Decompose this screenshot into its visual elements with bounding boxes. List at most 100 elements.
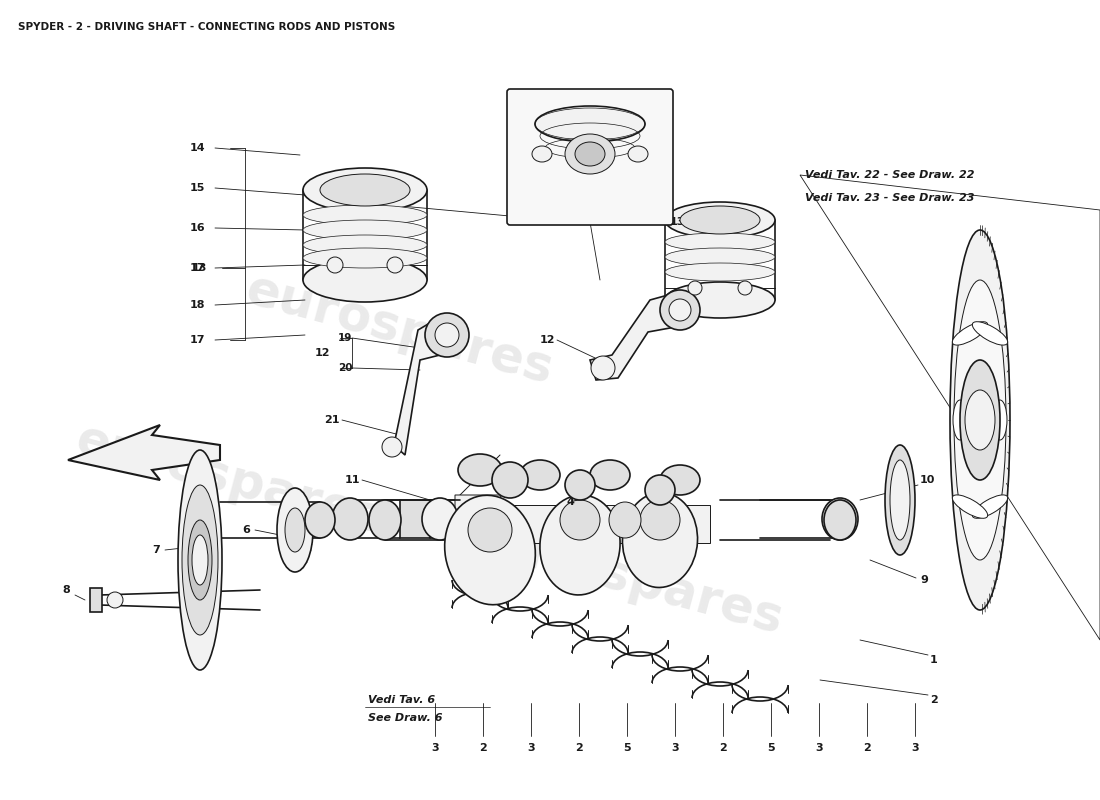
Ellipse shape [953,495,988,518]
Ellipse shape [890,460,910,540]
Ellipse shape [425,313,469,357]
Ellipse shape [302,248,427,268]
Ellipse shape [368,500,402,540]
Ellipse shape [458,454,502,486]
Ellipse shape [434,323,459,347]
Ellipse shape [822,498,858,540]
Ellipse shape [590,460,630,490]
Polygon shape [650,505,710,543]
Ellipse shape [178,450,222,670]
Ellipse shape [565,134,615,174]
Ellipse shape [953,400,967,440]
Text: 12: 12 [315,348,330,358]
Ellipse shape [623,493,697,587]
Text: Vedi Tav. 22 - See Draw. 22: Vedi Tav. 22 - See Draw. 22 [805,170,975,180]
Ellipse shape [824,500,856,540]
Ellipse shape [972,495,1008,518]
Text: 21: 21 [324,415,340,425]
Text: eurospares: eurospares [72,416,389,544]
Text: 3: 3 [527,743,535,753]
Ellipse shape [591,356,615,380]
Text: 3: 3 [431,743,439,753]
Ellipse shape [680,206,760,234]
Polygon shape [590,295,692,380]
Text: 17: 17 [189,263,205,273]
Ellipse shape [965,390,996,450]
Ellipse shape [492,462,528,498]
Ellipse shape [387,257,403,273]
Text: 9: 9 [920,575,928,585]
Ellipse shape [302,205,427,225]
Ellipse shape [972,322,1008,345]
Text: 13: 13 [191,263,207,273]
Text: 3: 3 [815,743,823,753]
Ellipse shape [666,282,776,318]
Text: eurospares: eurospares [471,516,789,644]
Ellipse shape [954,280,1007,560]
Polygon shape [580,505,640,543]
Text: classe A ÷ H: classe A ÷ H [561,186,618,194]
Text: 11: 11 [344,475,360,485]
Ellipse shape [560,500,600,540]
Text: class A ÷ H: class A ÷ H [564,202,616,210]
Ellipse shape [953,322,988,345]
Ellipse shape [382,437,402,457]
Text: See Draw. 6: See Draw. 6 [368,713,442,723]
Text: 8: 8 [62,585,69,595]
Text: 20: 20 [338,363,352,373]
Text: 15: 15 [189,183,205,193]
Ellipse shape [332,498,368,540]
Text: 1: 1 [930,655,937,665]
Ellipse shape [327,257,343,273]
Ellipse shape [107,592,123,608]
Text: eurospares: eurospares [241,266,559,394]
Ellipse shape [960,360,1000,480]
Text: 19: 19 [338,333,352,343]
Ellipse shape [540,495,620,595]
Ellipse shape [645,475,675,505]
Ellipse shape [188,520,212,600]
Ellipse shape [422,498,458,540]
Polygon shape [455,495,515,560]
Ellipse shape [666,202,776,238]
Ellipse shape [302,168,427,212]
Polygon shape [68,425,220,480]
Ellipse shape [320,174,410,206]
Text: 2: 2 [930,695,937,705]
Polygon shape [90,588,102,612]
Text: 17: 17 [189,335,205,345]
Polygon shape [388,320,460,455]
Text: 12: 12 [539,335,556,345]
FancyBboxPatch shape [507,89,673,225]
Ellipse shape [950,230,1010,610]
Polygon shape [510,505,570,543]
Text: 13: 13 [670,217,685,227]
Ellipse shape [305,502,336,538]
Ellipse shape [277,488,313,572]
Ellipse shape [302,235,427,255]
Text: 5: 5 [624,743,630,753]
Text: 16: 16 [189,223,205,233]
Ellipse shape [640,500,680,540]
Ellipse shape [886,445,915,555]
Ellipse shape [666,233,776,251]
Ellipse shape [575,142,605,166]
Text: 7: 7 [152,545,160,555]
Text: 2: 2 [864,743,871,753]
Ellipse shape [660,465,700,495]
Text: 18: 18 [189,300,205,310]
Text: 3: 3 [911,743,918,753]
Ellipse shape [468,508,512,552]
Text: 14: 14 [189,143,205,153]
Ellipse shape [660,290,700,330]
Ellipse shape [285,508,305,552]
Ellipse shape [738,281,752,295]
Text: Vedi Tav. 6: Vedi Tav. 6 [368,695,436,705]
Ellipse shape [688,281,702,295]
Ellipse shape [993,400,1007,440]
Text: 10: 10 [920,475,935,485]
Ellipse shape [565,470,595,500]
Ellipse shape [669,299,691,321]
Ellipse shape [182,485,218,635]
Text: 5: 5 [767,743,774,753]
